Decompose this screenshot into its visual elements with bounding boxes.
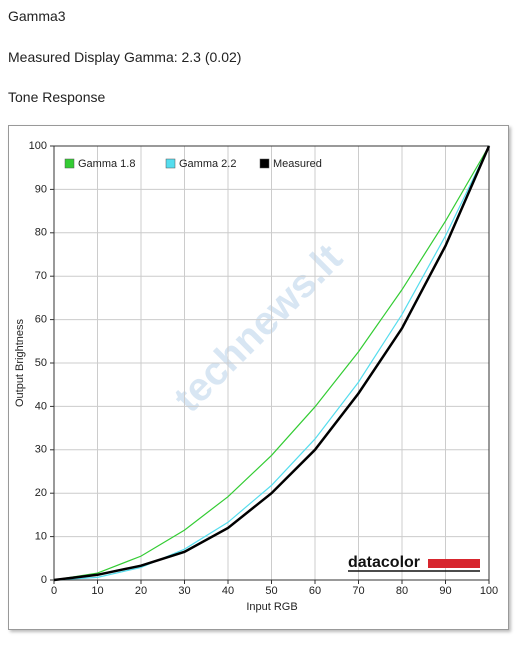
logo: datacolor bbox=[348, 554, 420, 571]
gamma-measurement: Measured Display Gamma: 2.3 (0.02) bbox=[8, 49, 242, 65]
x-tick-label: 0 bbox=[51, 585, 57, 597]
chart-frame bbox=[8, 125, 509, 630]
legend-label: Measured bbox=[273, 158, 322, 170]
y-tick-label: 100 bbox=[29, 140, 47, 152]
series-line bbox=[53, 145, 491, 582]
series-line bbox=[53, 145, 490, 581]
y-tick-label: 70 bbox=[35, 270, 47, 282]
legend-label: Gamma 2.2 bbox=[179, 158, 236, 170]
x-tick-label: 40 bbox=[222, 585, 234, 597]
x-tick-label: 30 bbox=[178, 585, 190, 597]
series-line bbox=[53, 145, 490, 581]
logo-bar bbox=[428, 559, 480, 568]
y-tick-label: 90 bbox=[35, 183, 47, 195]
y-tick-label: 80 bbox=[35, 227, 47, 239]
x-tick-label: 70 bbox=[352, 585, 364, 597]
legend-label: Gamma 1.8 bbox=[78, 158, 135, 170]
plot-border bbox=[53, 145, 490, 581]
legend-swatch bbox=[64, 158, 75, 169]
y-tick-label: 0 bbox=[41, 574, 47, 586]
legend-swatch bbox=[259, 158, 270, 169]
y-tick-label: 10 bbox=[35, 531, 47, 543]
y-tick-label: 40 bbox=[35, 400, 47, 412]
x-tick-label: 90 bbox=[439, 585, 451, 597]
y-tick-label: 60 bbox=[35, 314, 47, 326]
page-title: Gamma3 bbox=[8, 8, 66, 24]
legend-swatch bbox=[165, 158, 176, 169]
x-tick-label: 50 bbox=[265, 585, 277, 597]
y-axis-label: Output Brightness bbox=[14, 318, 26, 407]
watermark: technews.lt bbox=[166, 236, 351, 421]
x-tick-label: 20 bbox=[135, 585, 147, 597]
y-tick-label: 20 bbox=[35, 487, 47, 499]
x-tick-label: 60 bbox=[309, 585, 321, 597]
x-tick-label: 80 bbox=[396, 585, 408, 597]
x-axis-label: Input RGB bbox=[246, 601, 297, 613]
x-tick-label: 10 bbox=[91, 585, 103, 597]
y-tick-label: 30 bbox=[35, 444, 47, 456]
y-tick-label: 50 bbox=[35, 357, 47, 369]
x-tick-label: 100 bbox=[480, 585, 498, 597]
section-title: Tone Response bbox=[8, 89, 106, 105]
